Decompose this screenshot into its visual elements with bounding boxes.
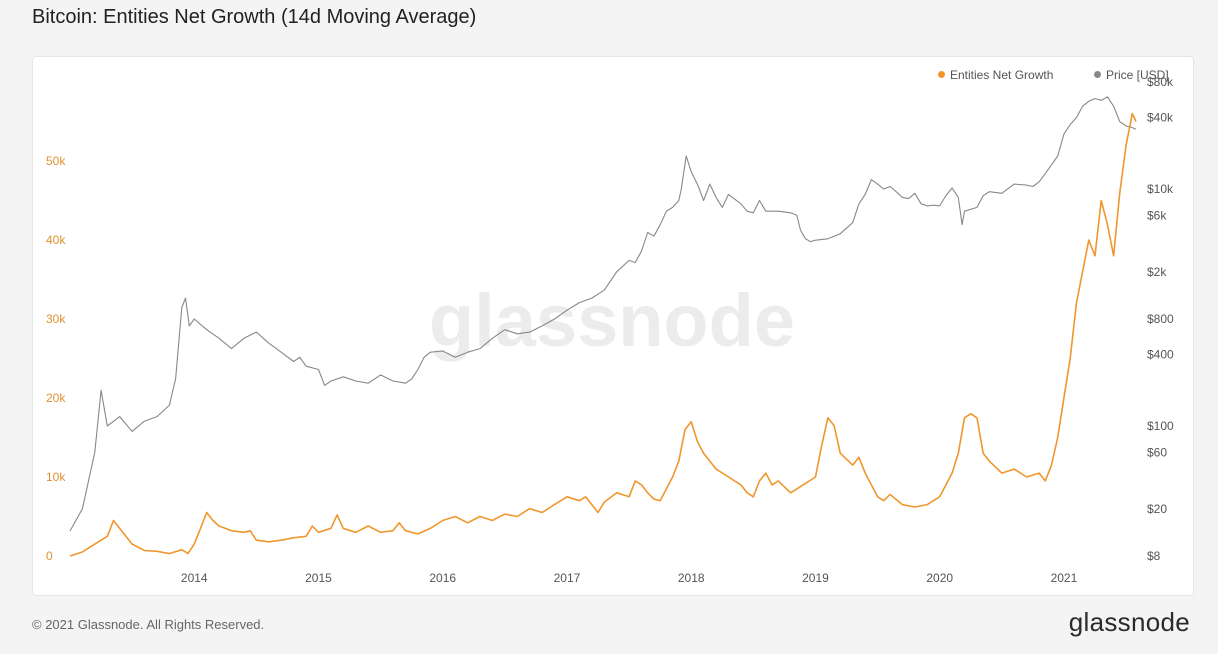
right-tick-label: $400 <box>1147 348 1174 362</box>
right-axis: $8 $20 $60 $100 $400 $800 $2k $6k $10k $40k $80k <box>1147 75 1174 563</box>
entities-net-growth-line <box>69 112 1137 557</box>
legend-entities-net-growth[interactable]: Entities Net Growth <box>938 68 1053 82</box>
legend-price-label: Price [USD] <box>1106 68 1169 82</box>
right-tick-label: $10k <box>1147 182 1174 196</box>
series-group <box>69 96 1137 557</box>
x-tick-label: 2014 <box>181 571 208 585</box>
copyright-text: © 2021 Glassnode. All Rights Reserved. <box>32 617 265 632</box>
legend-price-usd[interactable]: Price [USD] <box>1094 68 1169 82</box>
right-tick-label: $6k <box>1147 208 1167 222</box>
right-tick-label: $80k <box>1147 75 1174 89</box>
legend-entities-label: Entities Net Growth <box>950 68 1054 82</box>
watermark-text: glassnode <box>429 279 795 362</box>
x-tick-label: 2020 <box>926 571 953 585</box>
x-tick-label: 2018 <box>678 571 705 585</box>
left-tick-label: 50k <box>46 154 66 168</box>
left-axis: 0 10k 20k 30k 40k 50k <box>46 154 66 563</box>
chart-title: Bitcoin: Entities Net Growth (14d Moving… <box>32 6 477 28</box>
x-tick-label: 2016 <box>429 571 456 585</box>
legend-entities-dot <box>938 71 945 78</box>
right-tick-label: $60 <box>1147 445 1167 459</box>
left-tick-label: 0 <box>46 549 53 563</box>
chart-panel <box>32 56 1194 596</box>
right-tick-label: $800 <box>1147 312 1174 326</box>
right-tick-label: $20 <box>1147 502 1167 516</box>
left-tick-label: 40k <box>46 233 66 247</box>
left-tick-label: 30k <box>46 312 66 326</box>
x-tick-label: 2015 <box>305 571 332 585</box>
price-line <box>69 96 1137 532</box>
left-tick-label: 20k <box>46 391 66 405</box>
right-tick-label: $2k <box>1147 265 1167 279</box>
x-axis: 2014 2015 2016 2017 2018 2019 2020 2021 <box>181 571 1078 585</box>
left-tick-label: 10k <box>46 470 66 484</box>
glassnode-logo: glassnode <box>1068 607 1190 637</box>
x-tick-label: 2017 <box>554 571 581 585</box>
legend-price-dot <box>1094 71 1101 78</box>
right-tick-label: $8 <box>1147 549 1161 563</box>
right-tick-label: $40k <box>1147 111 1174 125</box>
x-tick-label: 2021 <box>1051 571 1078 585</box>
right-tick-label: $100 <box>1147 419 1174 433</box>
x-tick-label: 2019 <box>802 571 829 585</box>
